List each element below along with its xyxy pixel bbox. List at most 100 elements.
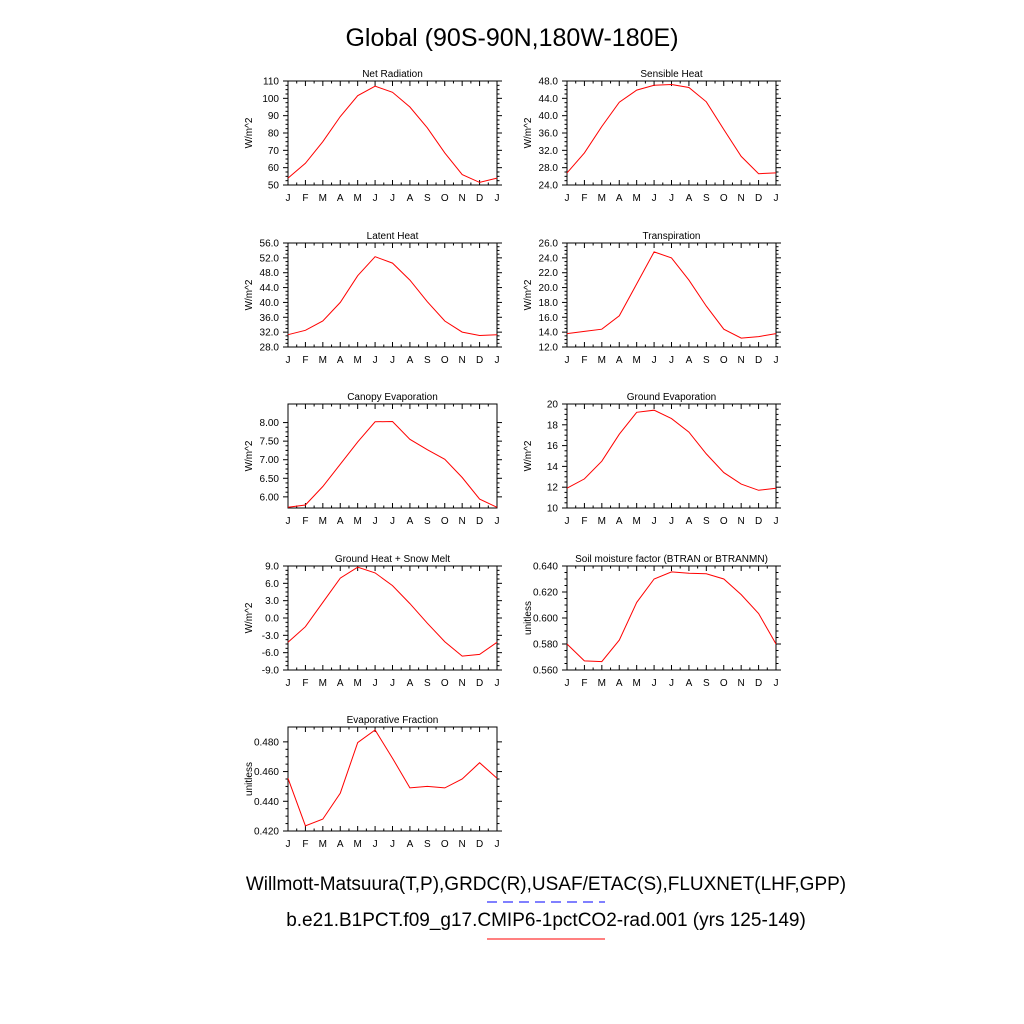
legend-line1-text: Willmott-Matsuura(T,P),GRDC(R),USAF/ETAC… [246,874,846,895]
x-tick-label: A [337,193,344,204]
x-tick-label: M [353,193,361,204]
y-tick-label: 14 [547,462,559,473]
x-tick-label: M [598,193,606,204]
x-tick-label: F [302,355,308,366]
y-tick-label: 24.0 [539,253,559,264]
x-tick-label: N [738,516,745,527]
x-tick-label: A [407,678,414,689]
x-tick-label: O [441,678,449,689]
y-tick-label: 7.00 [260,455,280,466]
series-line [566,409,777,491]
x-tick-label: D [755,516,762,527]
x-tick-label: D [476,355,483,366]
panel-title: Evaporative Fraction [347,715,439,726]
legend-line2-text: b.e21.B1PCT.f09_g17.CMIP6-1pctCO2-rad.00… [286,910,806,931]
x-tick-label: F [302,516,308,527]
x-tick-label: M [319,355,327,366]
x-tick-label: N [459,193,466,204]
y-tick-label: 22.0 [539,268,559,279]
x-tick-label: J [652,678,657,689]
x-tick-label: S [424,193,431,204]
y-tick-label: 6.0 [265,579,279,590]
x-tick-label: N [738,193,745,204]
x-tick-label: A [686,193,693,204]
y-tick-label: 16 [547,441,559,452]
y-tick-label: 0.0 [265,614,279,625]
series-line [566,83,777,175]
y-tick-label: -6.0 [262,648,280,659]
series-line [287,85,498,183]
x-tick-label: J [390,516,395,527]
x-tick-label: S [424,355,431,366]
x-tick-label: A [407,193,414,204]
y-tick-label: 3.0 [265,596,279,607]
x-tick-label: S [703,355,710,366]
y-tick-label: 32.0 [260,328,280,339]
x-tick-label: J [669,193,674,204]
x-tick-label: M [353,355,361,366]
x-tick-label: J [495,678,500,689]
x-tick-label: J [373,516,378,527]
y-tick-label: 8.00 [260,418,280,429]
panel-title: Latent Heat [367,231,419,242]
plot-frame [287,565,498,671]
x-tick-label: M [598,355,606,366]
x-tick-label: J [390,678,395,689]
x-tick-label: J [652,516,657,527]
x-tick-label: M [319,839,327,850]
panel-title: Transpiration [643,231,701,242]
y-axis-label: W/m^2 [244,602,255,633]
x-tick-label: N [738,678,745,689]
y-axis-label: W/m^2 [523,279,534,310]
x-tick-label: O [720,355,728,366]
series-line [287,566,498,657]
x-tick-label: F [581,678,587,689]
y-tick-label: 10 [547,504,559,515]
plot-frame [287,242,498,348]
x-tick-label: J [565,516,570,527]
x-tick-label: J [652,193,657,204]
x-tick-label: O [441,839,449,850]
x-tick-label: S [424,839,431,850]
x-tick-label: A [407,355,414,366]
y-tick-label: 36.0 [260,313,280,324]
y-tick-label: 24.0 [539,181,559,192]
x-tick-label: A [616,678,623,689]
y-axis-label: W/m^2 [523,440,534,471]
y-tick-label: 100 [262,94,279,105]
x-tick-label: J [669,355,674,366]
x-tick-label: M [353,516,361,527]
x-tick-label: F [581,355,587,366]
x-tick-label: D [755,355,762,366]
x-tick-label: J [669,678,674,689]
y-tick-label: 20 [547,400,559,411]
y-tick-label: 18.0 [539,298,559,309]
x-tick-label: M [632,516,640,527]
series-line [287,729,498,827]
y-tick-label: 12.0 [539,343,559,354]
y-tick-label: 20.0 [539,283,559,294]
y-tick-label: 56.0 [260,239,280,250]
x-tick-label: J [495,516,500,527]
x-tick-label: D [476,678,483,689]
x-tick-label: A [616,355,623,366]
panel-title: Ground Evaporation [627,392,717,403]
x-tick-label: A [686,516,693,527]
y-tick-label: 6.50 [260,474,280,485]
x-tick-label: J [286,678,291,689]
x-tick-label: D [755,193,762,204]
y-tick-label: 40.0 [539,111,559,122]
y-tick-label: 36.0 [539,129,559,140]
x-tick-label: A [337,355,344,366]
x-tick-label: J [774,355,779,366]
series-line [566,251,777,339]
x-tick-label: J [774,678,779,689]
x-tick-label: D [476,193,483,204]
